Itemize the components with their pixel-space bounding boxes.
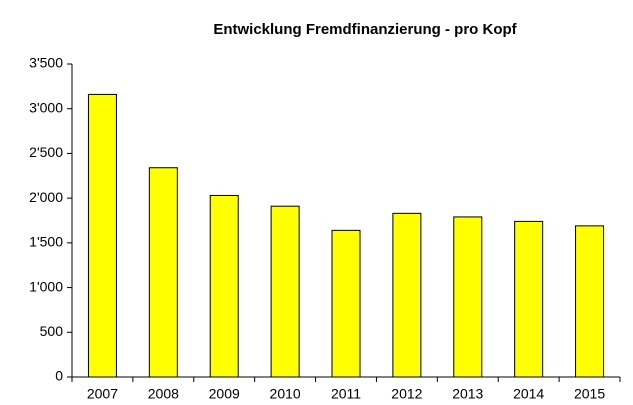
bar [87,93,117,378]
y-tick-label: 2'000 [29,189,63,205]
x-tick-label: 2015 [574,386,605,402]
bar [209,194,239,378]
bar [148,167,178,378]
x-tick-label: 2012 [391,386,422,402]
y-tick-label: 1'500 [29,234,63,250]
x-tick-label: 2013 [452,386,483,402]
x-tick-label: 2010 [270,386,301,402]
x-tick-label: 2011 [331,386,361,402]
bar [270,205,300,378]
x-tick-label: 2014 [513,386,544,402]
x-tick-label: 2009 [209,386,240,402]
chart-title: Entwicklung Fremdfinanzierung - pro Kopf [213,21,517,38]
bar [575,225,605,378]
bar [453,216,483,378]
x-tick-label: 2007 [87,386,118,402]
y-tick-label: 3'500 [29,55,63,71]
y-tick-label: 0 [55,368,63,384]
y-tick-label: 2'500 [29,144,63,160]
y-tick-label: 500 [40,323,64,339]
bar [514,220,544,378]
y-tick-label: 3'000 [29,99,63,115]
y-tick-label: 1'000 [29,278,63,294]
x-tick-label: 2008 [148,386,179,402]
bar [331,229,361,378]
bar [392,212,422,378]
